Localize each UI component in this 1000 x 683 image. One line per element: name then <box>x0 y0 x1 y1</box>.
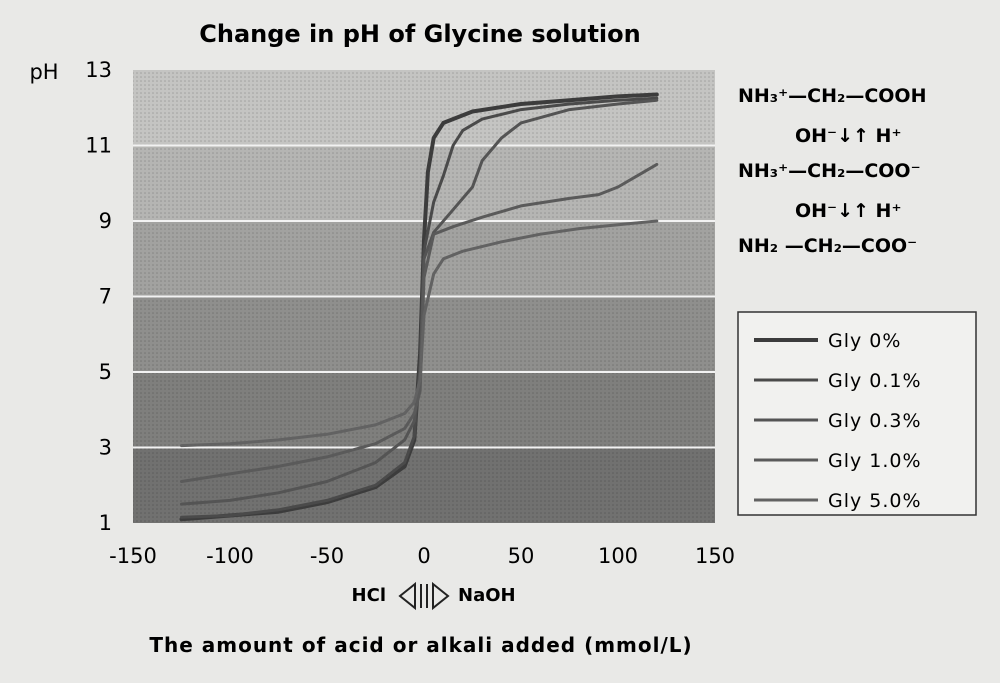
annotation-species-zwitterion: NH₃⁺—CH₂—COO⁻ <box>738 160 921 182</box>
series-line-gly-5-0 <box>180 219 659 448</box>
x-tick-label: -50 <box>310 544 344 568</box>
annotation-equilibrium-1: OH⁻↓↑ H⁺ <box>795 125 901 147</box>
annotation-species-cation: NH₃⁺—CH₂—COOH <box>738 85 926 107</box>
y-tick-label: 5 <box>99 360 112 384</box>
legend-label: Gly 1.0% <box>828 450 922 472</box>
x-tick-label: 150 <box>695 544 735 568</box>
data-series <box>179 92 659 522</box>
legend-box <box>737 311 977 516</box>
x-tick-labels: -150 -100 -50 0 50 100 150 <box>109 544 735 568</box>
x-tick-label: -150 <box>109 544 157 568</box>
y-tick-label: 13 <box>85 58 112 82</box>
series-line-gly-0-3 <box>180 98 659 506</box>
y-axis-label: pH <box>29 60 58 84</box>
y-tick-label: 7 <box>99 285 112 309</box>
x-tick-label: -100 <box>206 544 254 568</box>
annotation-equilibrium-2: OH⁻↓↑ H⁺ <box>795 200 901 222</box>
legend-label: Gly 0% <box>828 330 901 352</box>
legend-label: Gly 0.3% <box>828 410 922 432</box>
y-tick-labels: 13 11 9 7 5 3 1 <box>85 58 112 535</box>
direction-arrows-icon <box>398 581 450 611</box>
series-line-gly-1-0 <box>180 162 659 483</box>
annotation-species-anion: NH₂ —CH₂—COO⁻ <box>738 235 917 257</box>
hcl-direction-label: HCl <box>352 585 386 606</box>
y-tick-label: 3 <box>99 436 112 460</box>
legend: Gly 0% Gly 0.1% Gly 0.3% Gly 1.0% Gly 5.0% <box>754 330 922 512</box>
y-tick-label: 9 <box>99 209 112 233</box>
series-line-gly-0 <box>179 92 659 522</box>
x-tick-label: 100 <box>598 544 638 568</box>
plot-band-texture <box>133 372 715 448</box>
plot-band-texture <box>133 70 715 146</box>
x-axis-label: The amount of acid or alkali added (mmol… <box>149 633 692 657</box>
legend-label: Gly 5.0% <box>828 490 922 512</box>
series-line-gly-0-1 <box>180 96 659 519</box>
naoh-direction-label: NaOH <box>458 585 516 606</box>
chart-title: Change in pH of Glycine solution <box>199 20 640 48</box>
y-tick-label: 1 <box>99 511 112 535</box>
legend-label: Gly 0.1% <box>828 370 922 392</box>
x-tick-label: 50 <box>508 544 535 568</box>
x-tick-label: 0 <box>417 544 430 568</box>
y-tick-label: 11 <box>85 134 112 158</box>
plot-band-texture <box>133 447 715 523</box>
